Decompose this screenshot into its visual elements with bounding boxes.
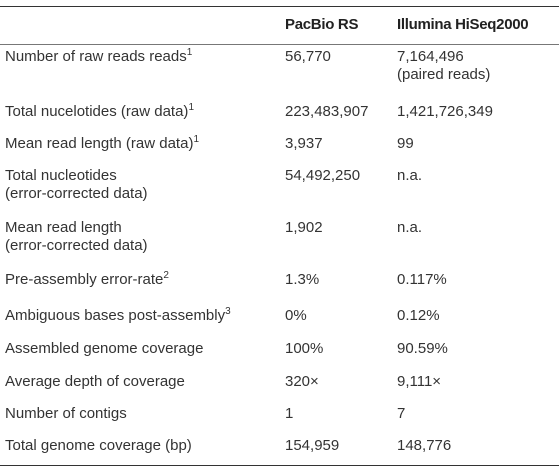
header-cell: PacBio RS: [285, 16, 359, 33]
cell-text: 1,902: [285, 219, 323, 236]
cell-text: 90.59%: [397, 340, 448, 357]
cell-text: 7,164,496: [397, 48, 464, 65]
data-cell: 99: [397, 135, 414, 153]
footnote-mark: 2: [163, 270, 169, 281]
data-cell: 3,937: [285, 135, 323, 153]
data-cell: n.a.: [397, 167, 422, 185]
row-label: Total nucelotides (raw data)1: [5, 103, 194, 121]
cell-text: (error-corrected data): [5, 185, 148, 202]
row-label: (error-corrected data): [5, 237, 148, 255]
header-cell: Illumina HiSeq2000: [397, 16, 529, 33]
cell-text: 99: [397, 135, 414, 152]
cell-text: 1,421,726,349: [397, 103, 493, 120]
data-cell: n.a.: [397, 219, 422, 237]
data-cell: 100%: [285, 340, 323, 358]
footnote-mark: 1: [186, 47, 193, 58]
data-cell: 7: [397, 405, 405, 423]
cell-text: n.a.: [397, 167, 423, 184]
cell-text: 0%: [285, 307, 307, 324]
cell-text: Total nucelotides (raw data): [5, 103, 189, 120]
cell-text: 56,770: [285, 48, 331, 65]
cell-text: (paired reads): [397, 66, 491, 83]
data-cell: 7,164,496: [397, 48, 464, 66]
cell-text: Number of contigs: [5, 405, 127, 422]
row-label: Pre-assembly error-rate2: [5, 271, 169, 289]
cell-text: Number of raw reads reads: [5, 48, 187, 65]
cell-text: 100%: [285, 340, 324, 357]
data-cell: 0.12%: [397, 307, 440, 325]
cell-text: Assembled genome coverage: [5, 340, 204, 357]
cell-text: 1.3%: [285, 271, 320, 288]
cell-text: Ambiguous bases post-assembly: [5, 307, 226, 324]
row-label: Assembled genome coverage: [5, 340, 203, 358]
cell-text: 0.117%: [397, 271, 447, 288]
row-label: Mean read length (raw data)1: [5, 135, 199, 153]
data-cell: 320×: [285, 373, 319, 391]
cell-text: n.a.: [397, 219, 423, 236]
data-cell: 148,776: [397, 437, 451, 455]
row-label: Number of contigs: [5, 405, 127, 423]
cell-text: Total genome coverage (bp): [5, 437, 192, 454]
cell-text: 320×: [285, 373, 319, 390]
cell-text: 148,776: [397, 437, 452, 454]
header-rule: [0, 44, 559, 45]
row-label: Ambiguous bases post-assembly3: [5, 307, 231, 325]
footnote-mark: 1: [193, 134, 199, 145]
data-cell: 1,421,726,349: [397, 103, 493, 121]
cell-text: 1: [285, 405, 294, 422]
cell-text: Pre-assembly error-rate: [5, 271, 164, 288]
data-cell: (paired reads): [397, 66, 490, 84]
data-cell: 1: [285, 405, 293, 423]
data-cell: 54,492,250: [285, 167, 360, 185]
cell-text: Average depth of coverage: [5, 373, 185, 390]
row-label: Number of raw reads reads1: [5, 48, 192, 66]
cell-text: 3,937: [285, 135, 323, 152]
bottom-rule: [0, 465, 559, 466]
row-label: Average depth of coverage: [5, 373, 185, 391]
data-cell: 90.59%: [397, 340, 448, 358]
row-label: Mean read length: [5, 219, 122, 237]
footnote-mark: 1: [188, 102, 194, 113]
cell-text: 0.12%: [397, 307, 440, 324]
cell-text: 154,959: [285, 437, 340, 454]
cell-text: Mean read length: [5, 219, 122, 236]
top-rule: [0, 6, 559, 7]
row-label: Total nucleotides: [5, 167, 117, 185]
cell-text: 7: [397, 405, 406, 422]
data-cell: 1.3%: [285, 271, 319, 289]
cell-text: Total nucleotides: [5, 167, 117, 184]
cell-text: 223,483,907: [285, 103, 369, 120]
row-label: Total genome coverage (bp): [5, 437, 192, 455]
footnote-mark: 3: [225, 306, 231, 317]
cell-text: (error-corrected data): [5, 237, 148, 254]
data-cell: 9,111×: [397, 373, 441, 391]
data-cell: 223,483,907: [285, 103, 368, 121]
data-cell: 1,902: [285, 219, 323, 237]
row-label: (error-corrected data): [5, 185, 148, 203]
data-cell: 0.117%: [397, 271, 447, 289]
cell-text: Mean read length (raw data): [5, 135, 194, 152]
data-cell: 56,770: [285, 48, 331, 66]
cell-text: 9,111×: [397, 373, 442, 390]
data-cell: 0%: [285, 307, 307, 325]
cell-text: 54,492,250: [285, 167, 361, 184]
data-cell: 154,959: [285, 437, 339, 455]
